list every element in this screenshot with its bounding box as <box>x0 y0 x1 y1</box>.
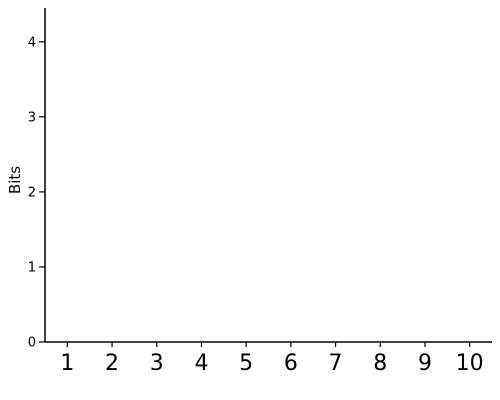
x-tick-label: 8 <box>373 351 387 376</box>
y-tick-label: 1 <box>28 260 36 275</box>
x-tick-label: 3 <box>150 351 164 376</box>
x-tick-label: 7 <box>329 351 343 376</box>
x-axis: 1 2 3 4 5 6 7 8 9 10 <box>45 341 492 376</box>
x-tick-label: 9 <box>418 351 432 376</box>
y-tick-label: 3 <box>28 110 36 125</box>
y-tick-label: 2 <box>28 185 36 200</box>
x-tick-label: 2 <box>105 351 119 376</box>
y-tick-label: 4 <box>28 35 36 50</box>
y-axis-title: Bits <box>6 166 24 194</box>
y-tick-label: 0 <box>28 336 36 351</box>
x-tick-label: 6 <box>284 351 298 376</box>
x-tick-label: 10 <box>456 351 484 376</box>
x-tick-label: 1 <box>60 351 74 376</box>
x-tick-label: 5 <box>239 351 253 376</box>
y-axis: 0 1 2 3 4 <box>28 8 46 351</box>
x-tick-label: 4 <box>194 351 208 376</box>
